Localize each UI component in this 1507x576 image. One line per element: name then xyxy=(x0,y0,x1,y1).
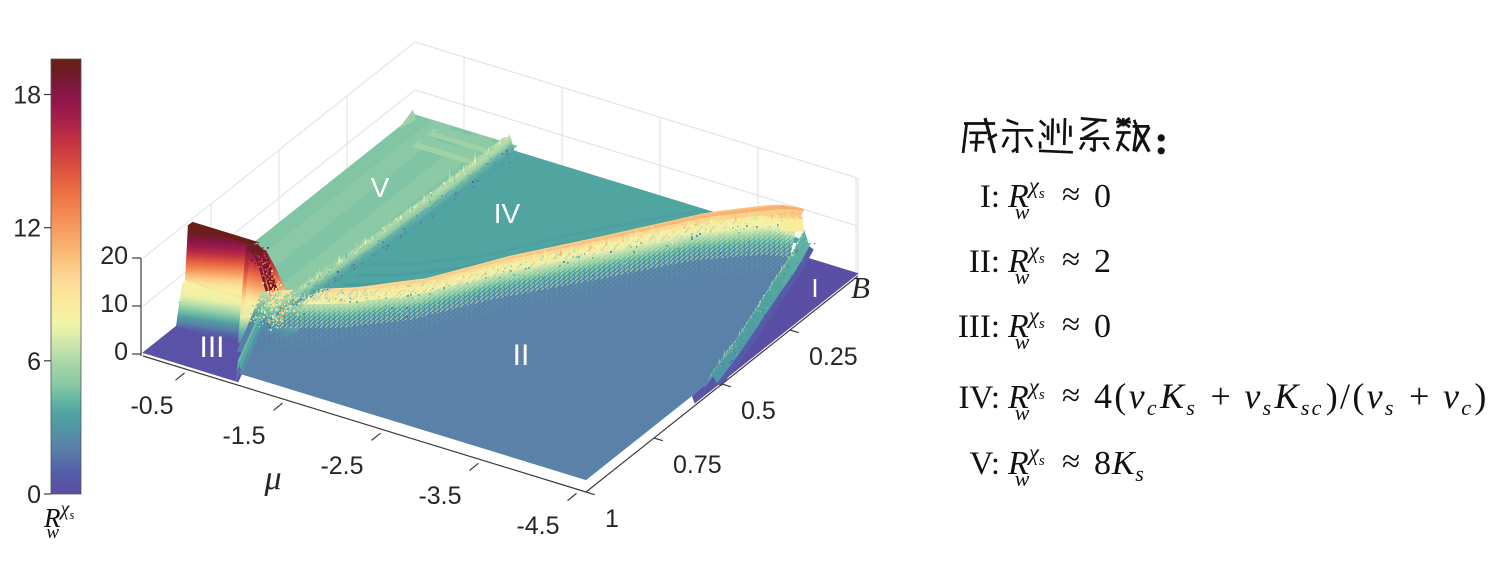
svg-text:II:: II: xyxy=(969,244,1000,280)
svg-text:18: 18 xyxy=(13,82,41,110)
svg-text:12: 12 xyxy=(13,215,41,243)
svg-text:≈: ≈ xyxy=(1062,177,1080,213)
svg-text:I:: I: xyxy=(980,179,1000,215)
svg-text:4(vcKs + vsKsc)/(vs + vc): 4(vcKs + vsKsc)/(vs + vc) xyxy=(1094,376,1489,420)
svg-text:0.5: 0.5 xyxy=(741,397,776,425)
svg-text:6: 6 xyxy=(27,348,41,376)
svg-text:0: 0 xyxy=(1094,178,1112,215)
svg-text:V: V xyxy=(371,172,390,203)
svg-text:≈: ≈ xyxy=(1062,444,1080,480)
svg-text:III:: III: xyxy=(958,309,1000,345)
svg-text:-0.5: -0.5 xyxy=(130,392,173,420)
svg-text:III: III xyxy=(199,331,224,364)
svg-text:μ: μ xyxy=(263,460,281,497)
svg-text:I: I xyxy=(811,273,818,303)
svg-text:II: II xyxy=(513,339,530,372)
svg-text:0: 0 xyxy=(114,338,128,366)
svg-text:≈: ≈ xyxy=(1062,378,1080,414)
svg-text:IV:: IV: xyxy=(958,380,1000,416)
svg-text:-1.5: -1.5 xyxy=(222,422,265,450)
svg-text:1: 1 xyxy=(605,505,619,533)
svg-text:10: 10 xyxy=(100,290,128,318)
svg-text:0: 0 xyxy=(27,481,41,509)
svg-text:20: 20 xyxy=(100,242,128,270)
svg-text:V:: V: xyxy=(969,446,1000,482)
svg-text:0: 0 xyxy=(1094,308,1112,345)
svg-text:-4.5: -4.5 xyxy=(516,512,559,540)
svg-text:0.75: 0.75 xyxy=(673,451,722,479)
svg-text:≈: ≈ xyxy=(1062,307,1080,343)
svg-text:-2.5: -2.5 xyxy=(320,452,363,480)
svg-text:IV: IV xyxy=(494,198,521,229)
svg-text:-3.5: -3.5 xyxy=(418,482,461,510)
svg-text:≈: ≈ xyxy=(1062,242,1080,278)
svg-text:B: B xyxy=(851,270,870,305)
svg-text:0.25: 0.25 xyxy=(809,343,858,371)
svg-text:2: 2 xyxy=(1094,243,1112,280)
